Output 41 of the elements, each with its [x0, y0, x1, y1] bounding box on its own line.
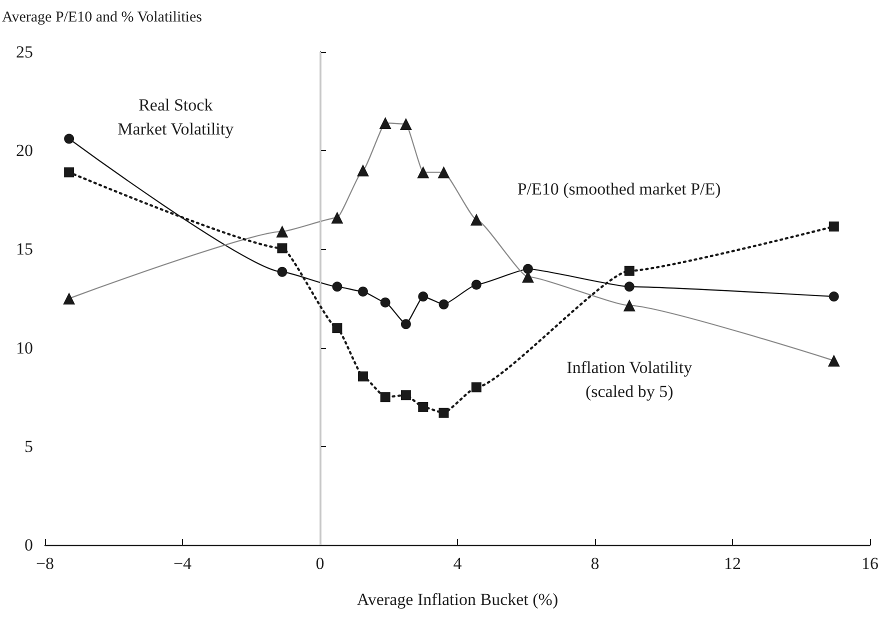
x-tick-label: −8: [36, 554, 54, 573]
annotation: P/E10 (smoothed market P/E): [517, 180, 721, 199]
annotation: Real Stock Market Volatility: [118, 96, 234, 139]
point: [358, 286, 368, 297]
point: [64, 134, 74, 144]
x-tick-label: −4: [173, 554, 192, 573]
point: [380, 392, 390, 402]
point: [380, 297, 390, 308]
point: [438, 408, 449, 418]
point: [828, 292, 839, 302]
point: [277, 266, 288, 277]
x-tick-label: 0: [316, 554, 324, 573]
x-axis-title: Average Inflation Bucket (%): [356, 590, 558, 609]
x-tick-label: 16: [862, 554, 878, 573]
point: [277, 243, 288, 254]
y-tick-label: 15: [16, 240, 33, 259]
point: [332, 323, 342, 334]
x-tick-label: 4: [453, 554, 462, 573]
point: [418, 292, 428, 302]
x-tick-label: 8: [590, 554, 600, 573]
y-tick-label: 0: [24, 536, 33, 554]
y-tick-label: 10: [16, 338, 33, 358]
annotation: Inflation Volatility (scaled by 5): [566, 358, 693, 401]
point: [358, 371, 368, 382]
point: [64, 167, 74, 178]
point: [624, 282, 634, 292]
point: [522, 264, 533, 274]
x-tick-label: 12: [724, 554, 741, 573]
point: [400, 319, 411, 330]
point: [471, 382, 482, 392]
y-tick-label: 20: [16, 141, 33, 160]
y-tick-label: 25: [16, 42, 33, 62]
point: [828, 222, 839, 232]
point: [400, 390, 411, 400]
point: [624, 266, 634, 276]
point: [471, 280, 482, 290]
point: [332, 282, 342, 292]
point: [418, 402, 428, 412]
point: [438, 299, 449, 310]
y-tick-label: 5: [24, 436, 33, 456]
y-axis-title: Average P/E10 and % Volatilities: [2, 10, 202, 26]
